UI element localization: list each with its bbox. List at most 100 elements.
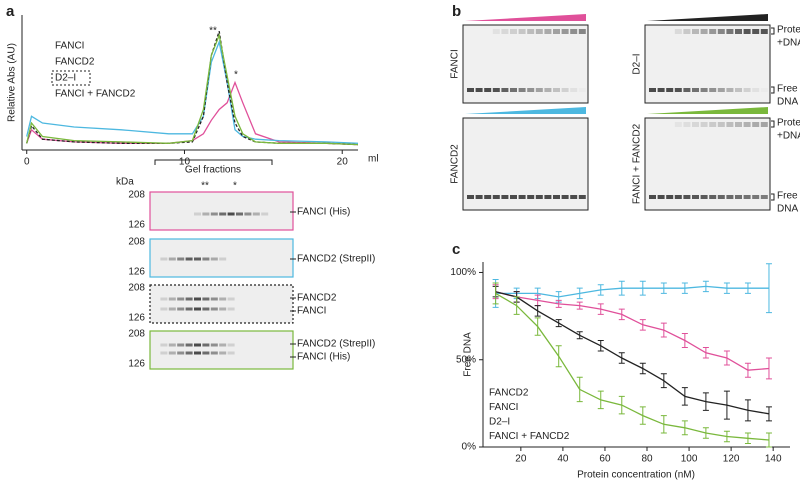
gel-label: FANCD2 (StrepII) (297, 254, 375, 265)
band (518, 88, 526, 92)
error-bar (723, 282, 730, 294)
band (717, 122, 725, 127)
band (692, 29, 699, 34)
band (194, 297, 201, 301)
error-bar (555, 319, 562, 328)
band (168, 297, 176, 301)
band (527, 195, 535, 199)
band (709, 88, 717, 92)
band (160, 343, 168, 347)
error-bar (513, 296, 520, 315)
band (709, 29, 717, 34)
band (692, 88, 699, 92)
legend-label: FANCI + FANCD2 (489, 431, 570, 442)
band (553, 195, 560, 199)
error-bar (597, 390, 604, 410)
error-bar (555, 299, 562, 308)
band (674, 122, 682, 127)
band (535, 29, 543, 34)
band (202, 351, 210, 355)
band (752, 88, 760, 92)
band (168, 351, 176, 355)
error-bar (576, 376, 583, 403)
band (760, 195, 768, 199)
error-bar (576, 287, 583, 300)
x-tick-label: 140 (765, 454, 782, 465)
band (219, 212, 227, 216)
series-line (26, 32, 359, 146)
error-bar (534, 317, 541, 336)
band (752, 122, 760, 127)
error-bar (576, 301, 583, 310)
band (561, 195, 569, 199)
legend-label: FANCD2 (489, 388, 529, 399)
legend-box (51, 70, 91, 86)
band (743, 122, 751, 127)
band (752, 195, 760, 199)
band (261, 212, 269, 216)
band (544, 88, 552, 92)
annotation: ** (209, 26, 217, 37)
bracket (771, 120, 775, 128)
band (717, 29, 725, 34)
legend-label: FANCI (489, 402, 518, 413)
band (700, 122, 708, 127)
x-tick-label: 20 (515, 454, 527, 465)
side-label: DNA (777, 97, 798, 108)
error-bar (618, 395, 625, 415)
band (185, 297, 193, 301)
band (210, 307, 218, 311)
band (649, 195, 656, 199)
band (683, 122, 691, 127)
error-bar (744, 432, 751, 445)
series-line (495, 291, 770, 371)
error-bar (702, 427, 709, 439)
error-bar (723, 430, 730, 443)
band (484, 195, 492, 199)
side-label: Free (777, 84, 798, 95)
band (227, 307, 235, 311)
error-bar (744, 399, 751, 422)
band (177, 307, 185, 311)
error-bar (639, 362, 646, 375)
band (177, 351, 185, 355)
band (227, 297, 235, 301)
band (709, 122, 717, 127)
error-bar (660, 322, 667, 338)
band (168, 343, 176, 347)
band (578, 195, 586, 199)
gel (644, 117, 771, 211)
error-bar (597, 303, 604, 315)
band (535, 88, 543, 92)
band (210, 297, 218, 301)
band (492, 88, 500, 92)
error-bar (660, 373, 667, 389)
band (194, 351, 201, 355)
band (657, 88, 665, 92)
gel-label: FANCD2 (450, 144, 461, 184)
band (683, 195, 691, 199)
x-tick-label: 10 (179, 157, 191, 168)
error-bar (765, 406, 772, 422)
band (177, 257, 185, 261)
error-bar (660, 282, 667, 294)
x-tick-label: 40 (557, 454, 569, 465)
gel-label: FANCI (His) (297, 207, 350, 218)
error-bar (702, 347, 709, 359)
bracket-label: Gel fractions (185, 165, 241, 176)
band (674, 195, 682, 199)
error-bar (681, 282, 688, 294)
band (709, 195, 717, 199)
series-line (495, 291, 770, 415)
marker-label: 126 (128, 359, 145, 370)
band (185, 307, 193, 311)
band (570, 195, 578, 199)
band (168, 307, 176, 311)
band (202, 257, 210, 261)
band (501, 195, 509, 199)
y-axis-label: Relative Abs (AU) (7, 43, 18, 122)
band (527, 88, 535, 92)
band (160, 257, 168, 261)
side-label: Protein (777, 118, 800, 129)
y-tick-label: 100% (450, 267, 476, 278)
